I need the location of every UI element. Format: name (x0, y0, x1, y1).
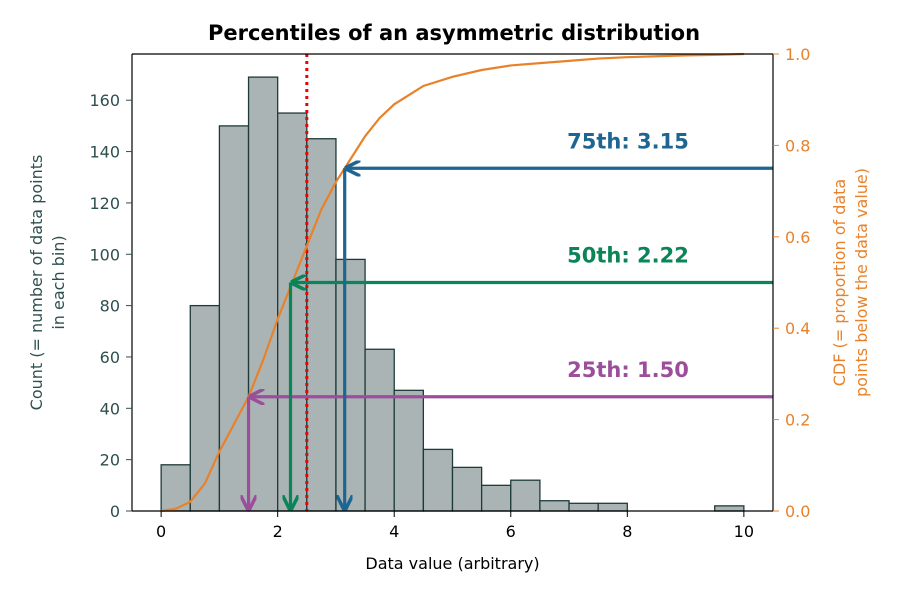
histogram-bar (568, 502, 599, 512)
y-left-tick-label: 60 (100, 348, 120, 367)
histogram-bar (597, 502, 628, 512)
histogram-bar (160, 464, 191, 512)
y-right-axis-label-line1: CDF (= proportion of data (830, 179, 849, 387)
y-right-axis-label-line2: points below the data value) (852, 168, 871, 397)
histogram-bar (714, 505, 745, 512)
percentile-label: 50th: 2.22 (567, 244, 689, 268)
y-left-tick-label: 20 (100, 451, 120, 470)
x-tick-label: 8 (622, 522, 632, 541)
histogram-bar (393, 389, 425, 512)
histogram-bar (218, 125, 250, 512)
y-left-tick-label: 80 (100, 297, 120, 316)
histogram-bar (510, 479, 541, 512)
histogram-bar (306, 138, 337, 512)
y-left-axis-label-line1: Count (= number of data points (27, 155, 46, 411)
chart-title: Percentiles of an asymmetric distributio… (208, 21, 700, 45)
y-left-axis-label-line2: in each bin) (49, 235, 68, 329)
histogram-bar (422, 448, 454, 512)
y-left-tick-label: 100 (89, 245, 120, 264)
y-right-tick-label: 0.2 (785, 411, 810, 430)
cdf-line (160, 52, 744, 513)
percentile-label: 25th: 1.50 (567, 358, 689, 382)
histogram-bar (277, 112, 308, 512)
y-right-tick-label: 0.8 (785, 136, 810, 155)
y-right-tick-label: 1.0 (785, 45, 810, 64)
histogram-bar (189, 304, 221, 512)
x-tick-label: 6 (506, 522, 516, 541)
x-tick-label: 4 (389, 522, 399, 541)
histogram-bar (480, 484, 512, 512)
y-left-tick-label: 120 (89, 194, 120, 213)
y-right-tick-label: 0.6 (785, 228, 810, 247)
y-left-tick-label: 0 (110, 502, 120, 521)
histogram-bar (335, 258, 366, 512)
y-right-tick-label: 0.0 (785, 502, 810, 521)
y-left-tick-label: 160 (89, 91, 120, 110)
y-right-tick-label: 0.4 (785, 319, 810, 338)
histogram-bar (364, 348, 395, 512)
histogram-bar (247, 76, 279, 512)
x-axis-label: Data value (arbitrary) (365, 554, 539, 573)
x-tick-label: 2 (273, 522, 283, 541)
histogram-bar (451, 466, 483, 512)
x-tick-label: 0 (156, 522, 166, 541)
x-tick-label: 10 (734, 522, 754, 541)
y-left-tick-label: 140 (89, 143, 120, 162)
y-left-tick-label: 40 (100, 399, 120, 418)
histogram-bar (539, 500, 570, 512)
percentile-label: 75th: 3.15 (567, 129, 689, 153)
